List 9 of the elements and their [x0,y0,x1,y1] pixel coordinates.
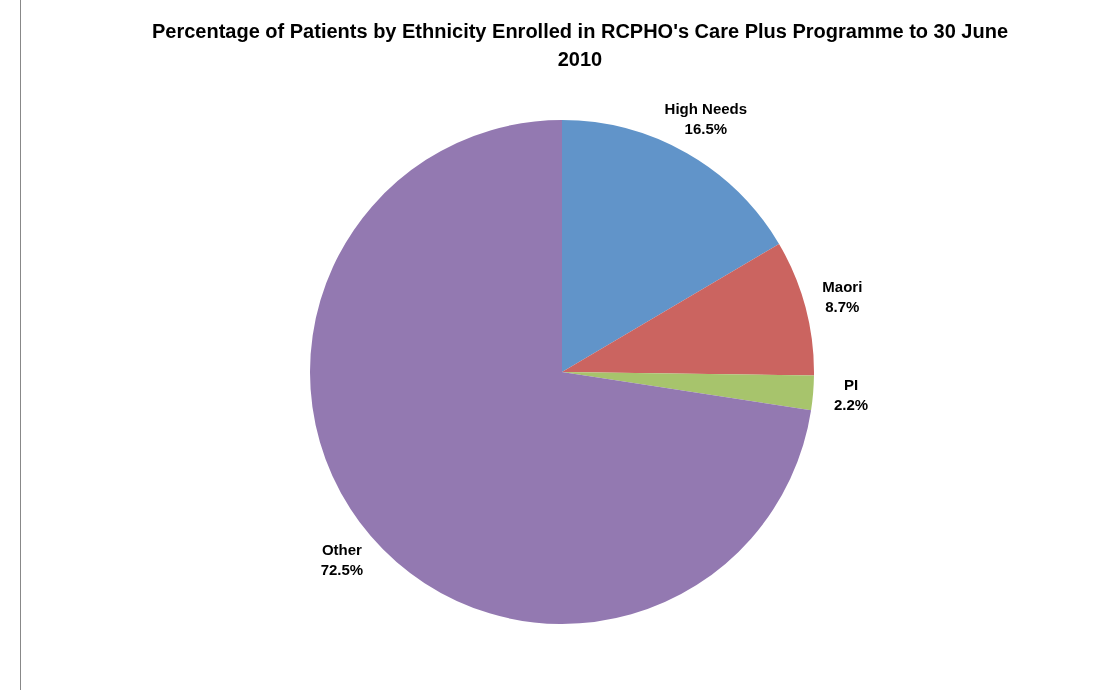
slice-label: Other [321,540,363,558]
data-label: 8.7% [825,297,860,315]
data-label: 72.5% [320,560,364,578]
slice-label: Maori [822,277,863,295]
data-label: 2.2% [833,396,869,414]
slice-label: PI [843,376,859,394]
chart-title: Percentage of Patients by Ethnicity Enrolled in RCPHO's Care Plus Programme to 30 June 2010 [150,19,1010,72]
data-label: 16.5% [684,120,728,138]
slice-label: High Needs [664,100,748,118]
